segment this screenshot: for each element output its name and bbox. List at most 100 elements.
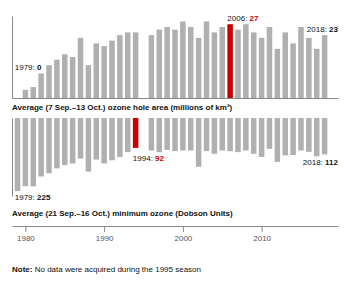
bar bbox=[172, 30, 178, 98]
bar bbox=[156, 118, 162, 152]
bar bbox=[188, 27, 194, 98]
bar bbox=[149, 35, 155, 98]
annotation-value: 27 bbox=[250, 14, 259, 23]
bar bbox=[172, 118, 178, 151]
panel-title: Average (21 Sep.–16 Oct.) minimum ozone … bbox=[12, 209, 233, 218]
bar bbox=[259, 38, 265, 98]
axis-line bbox=[12, 17, 13, 99]
bar bbox=[243, 118, 249, 151]
annotation-label: 2018: bbox=[303, 158, 325, 167]
x-axis: 1980 1990 2000 2010 bbox=[13, 226, 339, 243]
tick-mark bbox=[262, 226, 263, 232]
bar bbox=[94, 43, 100, 98]
tick: 2000 bbox=[174, 226, 192, 243]
annotation-value: 23 bbox=[329, 25, 338, 34]
bar bbox=[133, 118, 139, 148]
bar bbox=[156, 30, 162, 98]
bar bbox=[78, 38, 84, 98]
bar bbox=[314, 49, 320, 98]
bar bbox=[23, 90, 29, 98]
bar bbox=[267, 27, 273, 98]
annotation: 1979: 225 bbox=[15, 193, 51, 202]
bar bbox=[38, 118, 44, 177]
bar bbox=[125, 118, 131, 152]
tick-label: 2010 bbox=[253, 234, 271, 243]
axis-line bbox=[13, 98, 339, 99]
y-axis bbox=[12, 119, 13, 197]
bar bbox=[251, 32, 257, 98]
tick-mark bbox=[25, 226, 26, 232]
bar bbox=[196, 118, 202, 167]
bar bbox=[219, 27, 225, 98]
bar bbox=[78, 118, 84, 159]
bar bbox=[15, 118, 21, 191]
bar bbox=[133, 32, 139, 98]
bar bbox=[212, 118, 218, 154]
tick-label: 1980 bbox=[17, 234, 35, 243]
bar bbox=[196, 38, 202, 98]
bar bbox=[235, 118, 241, 152]
bar bbox=[180, 21, 186, 98]
note: Note: No data were acquired during the 1… bbox=[12, 265, 201, 274]
bar bbox=[282, 118, 288, 155]
annotation: 2018: 23 bbox=[307, 25, 339, 34]
bar bbox=[298, 118, 304, 151]
bar bbox=[267, 118, 273, 149]
annotation: 2018: 112 bbox=[303, 158, 339, 167]
bar bbox=[23, 118, 29, 186]
bar bbox=[290, 118, 296, 155]
bar bbox=[243, 24, 249, 98]
chart: Average (7 Sep.–13 Oct.) ozone hole area… bbox=[0, 0, 348, 300]
bar bbox=[227, 118, 233, 151]
axis-line bbox=[12, 119, 13, 197]
bar bbox=[31, 118, 37, 186]
bar bbox=[31, 87, 37, 98]
bar bbox=[164, 27, 170, 98]
bar bbox=[322, 35, 328, 98]
bar bbox=[227, 24, 233, 98]
bar bbox=[322, 118, 328, 154]
bar bbox=[188, 118, 194, 151]
tick-label: 2000 bbox=[174, 234, 192, 243]
annotation-value: 92 bbox=[155, 154, 164, 163]
tick-mark bbox=[104, 226, 105, 232]
annotation-label: 2018: bbox=[307, 25, 329, 34]
bar bbox=[62, 54, 68, 98]
bar bbox=[282, 32, 288, 98]
bar bbox=[46, 65, 52, 98]
bar bbox=[149, 118, 155, 151]
bar bbox=[298, 27, 304, 98]
bar bbox=[306, 38, 312, 98]
bar bbox=[15, 98, 21, 99]
bar bbox=[109, 118, 115, 160]
note-label: Note: bbox=[12, 265, 32, 274]
plot-area bbox=[23, 21, 328, 98]
bar bbox=[251, 118, 257, 154]
bar bbox=[46, 118, 52, 173]
bar bbox=[125, 32, 131, 98]
bar bbox=[275, 49, 281, 98]
annotation-label: 2006: bbox=[227, 14, 249, 23]
tick: 1980 bbox=[17, 226, 35, 243]
annotation-label: 1979: bbox=[15, 193, 37, 202]
bar bbox=[62, 118, 68, 165]
bar bbox=[306, 118, 312, 152]
bar bbox=[86, 118, 92, 172]
bar bbox=[117, 118, 123, 157]
bar bbox=[38, 73, 44, 98]
x-axis bbox=[13, 98, 339, 99]
bar bbox=[70, 118, 76, 164]
bar bbox=[94, 118, 100, 160]
annotation: 1979: 0 bbox=[15, 63, 42, 72]
bar bbox=[259, 118, 265, 157]
tick-label: 1990 bbox=[96, 234, 114, 243]
bar bbox=[212, 32, 218, 98]
annotation-value: 0 bbox=[37, 63, 42, 72]
plot-area bbox=[15, 118, 328, 191]
panel-title: Average (7 Sep.–13 Oct.) ozone hole area… bbox=[12, 103, 233, 112]
bar bbox=[86, 65, 92, 98]
bar bbox=[204, 118, 210, 151]
bar bbox=[101, 118, 107, 164]
axis-line bbox=[13, 226, 339, 227]
annotation-value: 225 bbox=[37, 193, 51, 202]
